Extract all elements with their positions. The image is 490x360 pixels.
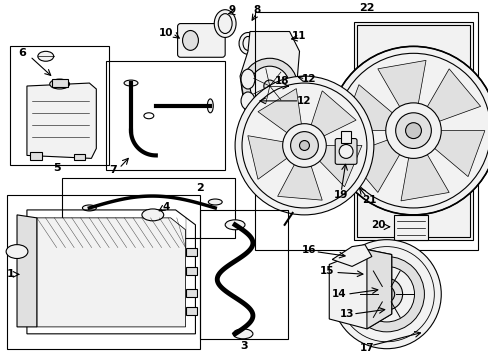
Ellipse shape <box>233 329 253 339</box>
Text: 3: 3 <box>240 341 248 351</box>
Polygon shape <box>27 83 97 158</box>
Text: 19: 19 <box>334 190 348 200</box>
Text: 16: 16 <box>302 244 317 255</box>
Bar <box>186 248 197 256</box>
Circle shape <box>359 266 415 322</box>
Circle shape <box>386 103 441 158</box>
Polygon shape <box>332 244 372 266</box>
Polygon shape <box>248 136 304 179</box>
Ellipse shape <box>241 92 255 110</box>
Circle shape <box>291 132 318 159</box>
Ellipse shape <box>225 220 245 230</box>
Bar <box>10 46 109 165</box>
Circle shape <box>283 124 326 167</box>
Circle shape <box>395 113 431 148</box>
Text: 10: 10 <box>158 28 173 39</box>
Bar <box>393 215 428 240</box>
Polygon shape <box>401 131 449 201</box>
Ellipse shape <box>208 199 222 205</box>
Polygon shape <box>414 131 485 177</box>
Ellipse shape <box>6 244 28 258</box>
Text: 7: 7 <box>109 165 117 175</box>
Bar <box>255 12 478 249</box>
Bar <box>200 210 288 339</box>
Text: 11: 11 <box>292 31 307 41</box>
Polygon shape <box>378 60 426 131</box>
Circle shape <box>299 140 309 150</box>
Text: 4: 4 <box>162 202 170 212</box>
Ellipse shape <box>142 209 164 221</box>
Circle shape <box>406 123 421 139</box>
Circle shape <box>332 240 441 349</box>
Text: 17: 17 <box>360 343 374 353</box>
Bar <box>357 24 470 237</box>
Polygon shape <box>17 215 37 327</box>
Ellipse shape <box>239 32 257 54</box>
Circle shape <box>250 66 290 106</box>
Bar <box>74 154 85 160</box>
Polygon shape <box>367 249 392 329</box>
Circle shape <box>379 286 394 302</box>
Text: 2: 2 <box>196 183 204 193</box>
Circle shape <box>242 58 297 114</box>
Text: 12: 12 <box>297 96 312 106</box>
Bar <box>186 289 197 297</box>
Text: 8: 8 <box>253 5 261 15</box>
Ellipse shape <box>241 69 255 89</box>
Text: 20: 20 <box>371 220 386 230</box>
Circle shape <box>329 46 490 215</box>
Bar <box>354 22 473 240</box>
Polygon shape <box>304 145 362 187</box>
FancyBboxPatch shape <box>335 139 357 164</box>
Polygon shape <box>329 249 392 329</box>
Ellipse shape <box>207 99 213 113</box>
FancyBboxPatch shape <box>177 23 225 57</box>
Text: 15: 15 <box>320 266 335 276</box>
Circle shape <box>264 80 276 92</box>
Text: 9: 9 <box>228 5 236 15</box>
Ellipse shape <box>38 51 54 61</box>
Circle shape <box>371 278 403 310</box>
Circle shape <box>235 76 374 215</box>
Text: 1: 1 <box>6 269 14 279</box>
Ellipse shape <box>82 205 97 211</box>
Text: 22: 22 <box>359 3 375 13</box>
Text: 13: 13 <box>340 309 354 319</box>
Polygon shape <box>258 89 304 145</box>
Ellipse shape <box>49 79 70 89</box>
Text: 5: 5 <box>53 163 60 173</box>
Polygon shape <box>278 145 322 200</box>
Text: 18: 18 <box>274 76 289 86</box>
Ellipse shape <box>339 144 353 158</box>
Bar <box>186 267 197 275</box>
Bar <box>30 152 42 160</box>
Bar <box>52 79 68 87</box>
Polygon shape <box>304 91 356 145</box>
Polygon shape <box>346 131 414 193</box>
Bar <box>106 61 225 170</box>
Ellipse shape <box>183 31 198 50</box>
Bar <box>62 178 235 238</box>
Bar <box>7 195 200 349</box>
Circle shape <box>349 257 424 332</box>
Text: 12: 12 <box>302 74 317 84</box>
Ellipse shape <box>214 10 236 37</box>
Ellipse shape <box>124 80 138 86</box>
Bar <box>186 307 197 315</box>
Polygon shape <box>342 85 414 131</box>
Polygon shape <box>37 218 186 327</box>
Text: 6: 6 <box>18 48 26 58</box>
Text: 14: 14 <box>332 289 346 299</box>
Polygon shape <box>240 32 299 126</box>
Bar <box>341 131 351 143</box>
Polygon shape <box>414 69 481 131</box>
Text: 21: 21 <box>362 195 376 205</box>
